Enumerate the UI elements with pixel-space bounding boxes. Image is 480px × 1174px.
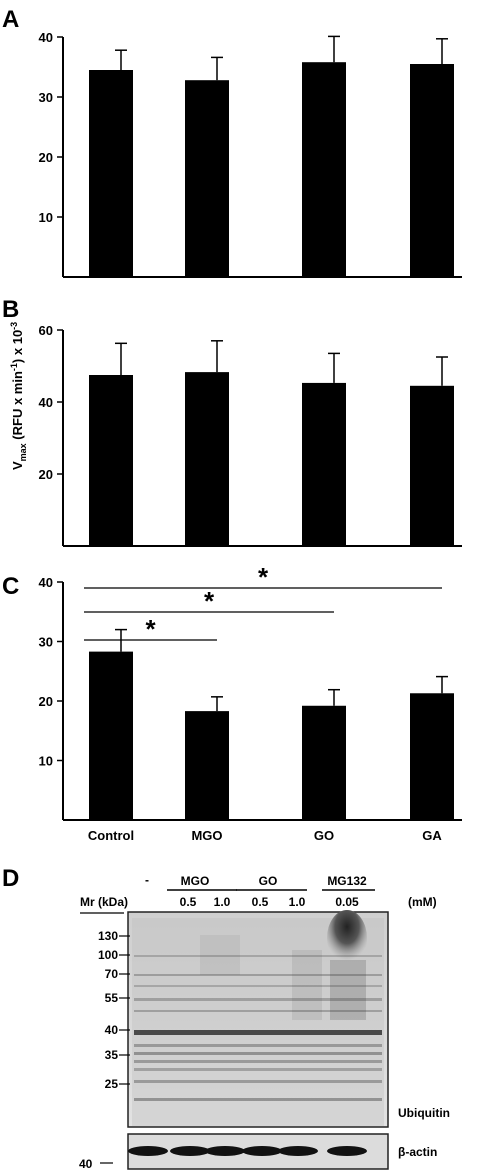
actin-marker-label: 40: [79, 1157, 93, 1171]
x-category-label: GO: [314, 828, 334, 843]
panel-a: A 10 20 30 40: [2, 6, 462, 278]
mr-marker-label: 130: [98, 929, 118, 943]
panel-b-y-tick-label: 20: [39, 467, 53, 482]
panel-c-label: C: [2, 573, 19, 600]
significance-star: *: [145, 614, 156, 644]
conc-2: 1.0: [214, 895, 231, 909]
conc-5: 0.05: [335, 895, 359, 909]
conc-4: 1.0: [289, 895, 306, 909]
panel-a-bar-mgo: [185, 80, 229, 277]
panel-b-bar-mgo: [185, 372, 229, 546]
panel-b: B Vmax (RFU x min-1) x 10-3 20 40 60: [2, 296, 462, 547]
mr-marker-label: 35: [105, 1048, 119, 1062]
group-label-mg132: MG132: [327, 874, 367, 888]
blot-band: [134, 974, 382, 976]
panel-b-bar-ga: [410, 385, 454, 546]
mr-marker-label: 55: [105, 991, 119, 1005]
conc-3: 0.5: [252, 895, 269, 909]
blot-band: [134, 1010, 382, 1012]
actin-band: [128, 1146, 168, 1156]
blot-band: [134, 985, 382, 987]
ubiquitin-label: Ubiquitin: [398, 1106, 450, 1120]
blot-band: [134, 1044, 382, 1047]
actin-band: [170, 1146, 210, 1156]
lane-dash: -: [145, 873, 149, 887]
panel-d-label: D: [2, 865, 19, 892]
blot-band: [134, 998, 382, 1001]
panel-c-y-tick-label: 20: [39, 694, 53, 709]
blot-band: [134, 1098, 382, 1101]
panel-b-bar-go: [302, 382, 346, 546]
actin-band: [278, 1146, 318, 1156]
x-category-label: GA: [422, 828, 442, 843]
panel-a-y-tick-label: 20: [39, 150, 53, 165]
panel-c-bar-control: [89, 651, 133, 820]
blot-band: [134, 1030, 382, 1035]
actin-band: [242, 1146, 282, 1156]
panel-d: D - MGO GO MG132 Mr (kDa) 0.5 1.0 0.5 1.…: [2, 865, 450, 1171]
blot-band: [134, 1052, 382, 1055]
panel-a-label: A: [2, 6, 19, 33]
panel-c: C 10 20 30 40 * * * Control MGO GO GA: [2, 562, 462, 843]
ubiquitin-blot: [127, 910, 389, 1128]
mr-marker-label: 100: [98, 948, 118, 962]
panel-a-y-tick-label: 30: [39, 90, 53, 105]
x-category-label: Control: [88, 828, 134, 843]
panel-c-y-tick-label: 30: [39, 635, 53, 650]
panel-b-y-tick-label: 40: [39, 395, 53, 410]
blot-band: [134, 1060, 382, 1063]
blot-band: [134, 955, 382, 957]
group-label-go: GO: [259, 874, 278, 888]
panel-a-bar-ga: [410, 64, 454, 277]
panel-a-bar-control: [89, 70, 133, 277]
actin-label: β-actin: [398, 1145, 437, 1159]
blot-band: [134, 1068, 382, 1071]
panel-c-bar-go: [302, 705, 346, 820]
panel-c-bar-mgo: [185, 711, 229, 820]
panel-b-y-tick-label: 60: [39, 323, 53, 338]
actin-band: [327, 1146, 367, 1156]
panel-b-y-label: Vmax (RFU x min-1) x 10-3: [9, 322, 28, 470]
group-label-mgo: MGO: [181, 874, 210, 888]
mr-marker-label: 40: [105, 1023, 119, 1037]
significance-star: *: [258, 562, 269, 592]
panel-c-bar-ga: [410, 693, 454, 820]
mr-marker-label: 70: [105, 967, 119, 981]
panel-a-y-tick-label: 10: [39, 210, 53, 225]
panel-a-bar-go: [302, 62, 346, 278]
panel-c-y-tick-label: 40: [39, 575, 53, 590]
panel-a-y-tick-label: 40: [39, 30, 53, 45]
panel-c-y-tick-label: 10: [39, 754, 53, 769]
mr-marker-label: 25: [105, 1077, 119, 1091]
x-category-label: MGO: [191, 828, 222, 843]
actin-blot: [127, 1133, 389, 1170]
significance-star: *: [204, 586, 215, 616]
conc-1: 0.5: [180, 895, 197, 909]
panel-b-bar-control: [89, 375, 133, 546]
actin-band: [205, 1146, 245, 1156]
panel-b-label: B: [2, 296, 19, 323]
mr-header: Mr (kDa): [80, 895, 128, 909]
unit-label: (mM): [408, 895, 437, 909]
blot-band: [134, 1080, 382, 1083]
